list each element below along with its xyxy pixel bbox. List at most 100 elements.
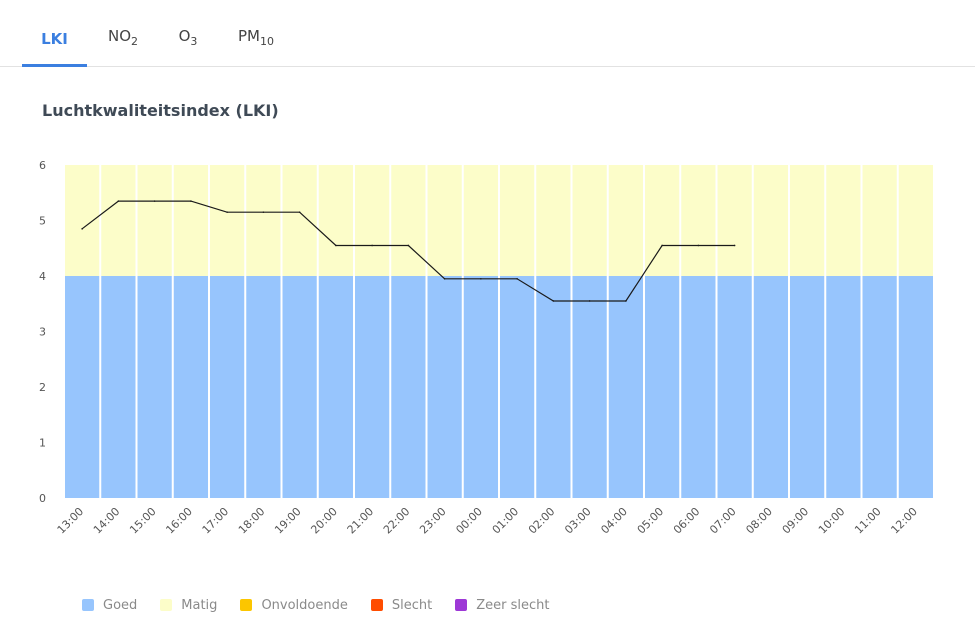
x-tick-label: 16:00	[163, 505, 195, 537]
band-goed-11	[463, 276, 498, 498]
legend-label-goed: Goed	[103, 597, 138, 613]
band-matig-14	[572, 165, 607, 276]
band-goed-7	[318, 276, 353, 498]
x-tick-label: 15:00	[127, 505, 159, 537]
band-goed-22	[862, 276, 897, 498]
tab-pm10[interactable]: PM10	[230, 26, 282, 67]
band-matig-12	[500, 165, 535, 276]
legend-item-onvoldoende[interactable]: Onvoldoende	[240, 597, 348, 613]
x-tick-label: 06:00	[671, 505, 703, 537]
lki-point	[335, 244, 337, 247]
lki-point	[226, 211, 228, 213]
x-tick-label: 22:00	[381, 505, 413, 537]
lki-chart: 0 1 2 3 4 5 6 13:00 14:00 15:00 16:00 17:00 18:00 19…	[39, 159, 933, 537]
tab-o3-label: O	[178, 27, 191, 45]
band-goed-18	[717, 276, 752, 498]
legend-swatch-slecht	[370, 599, 383, 611]
band-goed-23	[898, 276, 933, 498]
band-goed-5	[246, 276, 281, 498]
band-matig-4	[210, 165, 245, 276]
lki-point	[190, 200, 192, 202]
band-columns	[65, 165, 933, 498]
x-tick-label: 17:00	[200, 505, 232, 537]
lki-point	[371, 244, 373, 247]
y-tick-label: 0	[39, 492, 46, 505]
lki-point	[117, 200, 120, 202]
x-tick-label: 05:00	[635, 505, 667, 537]
band-goed-19	[753, 276, 788, 498]
lki-point	[262, 211, 265, 213]
band-goed-3	[173, 276, 208, 498]
tab-lki[interactable]: LKI	[22, 26, 87, 67]
x-tick-label: 10:00	[816, 505, 848, 537]
band-matig-0	[65, 165, 100, 276]
y-tick-label: 5	[39, 215, 46, 228]
x-tick-label: 01:00	[490, 505, 522, 537]
x-tick-label: 14:00	[91, 505, 123, 537]
lki-point	[733, 244, 736, 247]
band-goed-20	[790, 276, 825, 498]
band-goed-13	[536, 276, 571, 498]
band-matig-23	[898, 165, 933, 276]
lki-point	[625, 300, 627, 302]
y-tick-label: 3	[39, 326, 46, 339]
y-tick-label: 1	[39, 437, 46, 450]
tab-pm10-label: PM	[238, 27, 260, 45]
legend-swatch-goed	[82, 599, 94, 611]
x-tick-label: 13:00	[55, 505, 87, 537]
band-matig-8	[355, 165, 390, 276]
legend-swatch-onvoldoende	[240, 599, 253, 611]
lki-point	[298, 211, 301, 213]
band-matig-13	[536, 165, 571, 276]
tab-lki-label: LKI	[41, 30, 68, 48]
band-matig-10	[427, 165, 462, 276]
tab-no2-sub: 2	[131, 35, 139, 48]
tab-bar: LKI NO2 O3 PM10	[0, 0, 975, 67]
band-matig-22	[862, 165, 897, 276]
lki-point	[407, 244, 410, 247]
band-goed-1	[101, 276, 136, 498]
band-matig-15	[608, 165, 643, 276]
x-tick-label: 08:00	[743, 505, 775, 537]
legend-swatch-zeer-slecht	[455, 599, 468, 611]
x-tick-label: 21:00	[345, 505, 377, 537]
band-goed-6	[282, 276, 317, 498]
x-tick-label: 07:00	[707, 505, 739, 537]
tab-o3[interactable]: O3	[170, 26, 206, 67]
band-goed-21	[826, 276, 861, 498]
y-tick-label: 2	[39, 381, 46, 394]
legend-label-matig: Matig	[181, 597, 218, 613]
tab-no2-label: NO	[107, 27, 132, 45]
x-tick-label: 00:00	[453, 505, 485, 537]
y-axis: 0 1 2 3 4 5 6	[39, 159, 46, 505]
band-matig-18	[717, 165, 752, 276]
x-tick-label: 20:00	[308, 505, 340, 537]
x-tick-label: 18:00	[236, 505, 268, 537]
lki-point	[661, 244, 663, 247]
legend-label-onvoldoende: Onvoldoende	[261, 597, 348, 613]
x-tick-label: 11:00	[852, 505, 884, 537]
legend-item-goed[interactable]: Goed	[82, 598, 137, 613]
y-tick-label: 4	[39, 270, 46, 283]
x-tick-label: 12:00	[888, 505, 920, 537]
legend-item-matig[interactable]: Matig	[160, 598, 217, 613]
legend-item-slecht[interactable]: Slecht	[370, 598, 432, 613]
lki-point	[552, 300, 555, 302]
lki-line-group	[81, 200, 736, 302]
band-goed-2	[137, 276, 172, 498]
tab-no2[interactable]: NO2	[100, 26, 146, 67]
band-matig-1	[101, 165, 136, 276]
x-tick-label: 02:00	[526, 505, 558, 537]
band-goed-0	[65, 276, 100, 498]
lki-point	[588, 300, 591, 302]
tab-pm10-sub: 10	[260, 35, 274, 48]
band-matig-21	[826, 165, 861, 276]
band-matig-20	[790, 165, 825, 276]
band-matig-16	[645, 165, 680, 276]
x-axis: 13:00 14:00 15:00 16:00 17:00 18:00 19:00 20:00…	[55, 505, 920, 537]
band-matig-17	[681, 165, 716, 276]
x-tick-label: 03:00	[562, 505, 594, 537]
lki-point	[697, 244, 700, 247]
band-matig-3	[173, 165, 208, 276]
legend-item-zeer-slecht[interactable]: Zeer slecht	[455, 598, 549, 613]
